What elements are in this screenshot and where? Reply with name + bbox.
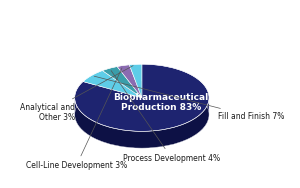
Ellipse shape xyxy=(75,81,209,148)
Polygon shape xyxy=(83,70,142,98)
Text: Fill and Finish 7%: Fill and Finish 7% xyxy=(94,76,285,121)
Text: Biopharmaceutical
Production 83%: Biopharmaceutical Production 83% xyxy=(113,93,208,112)
Polygon shape xyxy=(75,98,209,148)
Text: Process Development 4%: Process Development 4% xyxy=(111,70,220,163)
Text: Analytical and
Other 3%: Analytical and Other 3% xyxy=(20,66,133,122)
Polygon shape xyxy=(129,64,142,98)
Polygon shape xyxy=(117,65,142,98)
Polygon shape xyxy=(75,64,209,131)
Text: Cell-Line Development 3%: Cell-Line Development 3% xyxy=(26,68,127,170)
Polygon shape xyxy=(102,67,142,98)
